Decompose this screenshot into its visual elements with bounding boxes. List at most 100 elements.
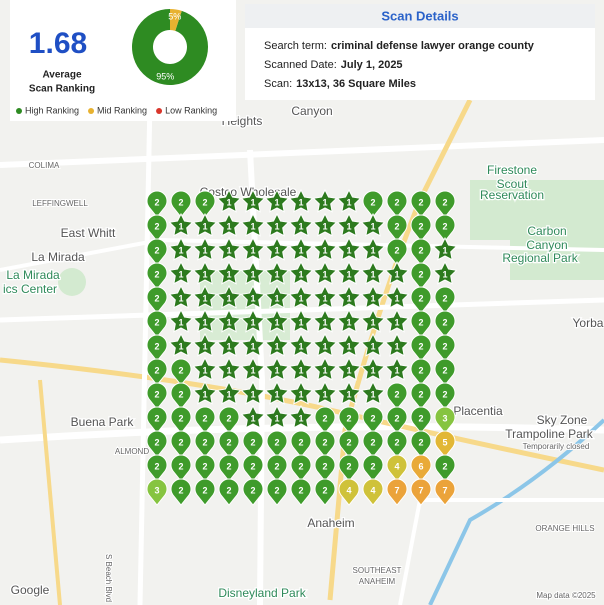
- rank-pin: [290, 478, 312, 506]
- average-score: 1.68: [29, 27, 87, 60]
- pie-label: 95%: [156, 71, 174, 81]
- rank-label: 2: [418, 269, 423, 279]
- rank-pin: [386, 454, 408, 482]
- rank-pin: [168, 212, 194, 237]
- rank-label: 2: [178, 437, 183, 447]
- rank-label: 2: [442, 293, 447, 303]
- rank-label: 1: [178, 245, 183, 255]
- rank-pin: [170, 190, 192, 218]
- rank-label: 2: [322, 461, 327, 471]
- rank-label: 1: [322, 269, 327, 279]
- rank-label: 1: [298, 413, 303, 423]
- rank-pin: [410, 238, 432, 266]
- rank-pin: [240, 284, 266, 309]
- rank-pin: [264, 188, 290, 213]
- rank-pin: [410, 454, 432, 482]
- map-label: Scout: [497, 177, 528, 191]
- rank-label: 2: [274, 437, 279, 447]
- rank-pin: [170, 430, 192, 458]
- rank-label: 2: [418, 437, 423, 447]
- map-label: East Whitt: [61, 226, 116, 240]
- rank-label: 2: [202, 485, 207, 495]
- rank-pin: [384, 308, 410, 333]
- rank-label: 1: [394, 365, 399, 375]
- rank-label: 2: [394, 221, 399, 231]
- rank-pin: [410, 334, 432, 362]
- map-label: LEFFINGWELL: [32, 199, 88, 208]
- rank-label: 1: [226, 365, 231, 375]
- rank-pin: [192, 212, 218, 237]
- rank-pin: [434, 190, 456, 218]
- rank-pin: [386, 478, 408, 506]
- detail-label: Search term:: [264, 40, 327, 52]
- rank-pin: [288, 380, 314, 405]
- map-label: Regional Park: [502, 251, 578, 265]
- map-label: Reservation: [480, 188, 544, 202]
- rank-label: 2: [418, 245, 423, 255]
- rank-pin: [146, 238, 168, 266]
- rank-label: 1: [442, 245, 447, 255]
- rank-label: 1: [274, 269, 279, 279]
- rank-pin: [434, 334, 456, 362]
- rank-label: 2: [178, 485, 183, 495]
- rank-pin: [240, 356, 266, 381]
- rank-pin: [264, 212, 290, 237]
- rank-label: 1: [442, 269, 447, 279]
- rank-pin: [312, 308, 338, 333]
- rank-pin: [242, 478, 264, 506]
- rank-label: 2: [226, 437, 231, 447]
- map-label: COLIMA: [29, 161, 60, 170]
- rank-pin: [384, 356, 410, 381]
- map-label: Placentia: [453, 404, 503, 418]
- rank-pin: [170, 358, 192, 386]
- rank-label: 7: [394, 485, 399, 495]
- rank-label: 2: [442, 461, 447, 471]
- rank-label: 1: [346, 221, 351, 231]
- rank-label: 2: [250, 485, 255, 495]
- rank-label: 1: [178, 269, 183, 279]
- map-label: Trampoline Park: [505, 427, 594, 441]
- rank-label: 1: [274, 293, 279, 303]
- rank-label: 2: [154, 245, 159, 255]
- rank-pin: [146, 406, 168, 434]
- map-label: Sky Zone: [537, 413, 588, 427]
- rank-label: 2: [394, 389, 399, 399]
- rank-label: 1: [274, 221, 279, 231]
- rank-label: 2: [370, 461, 375, 471]
- rank-label: 2: [226, 461, 231, 471]
- map-label: Anaheim: [307, 516, 354, 530]
- rank-pin: [194, 454, 216, 482]
- rank-label: 1: [226, 341, 231, 351]
- map-label: Firestone: [487, 163, 537, 177]
- rank-label: 1: [298, 245, 303, 255]
- rank-label: 2: [394, 413, 399, 423]
- rank-pin: [242, 454, 264, 482]
- map-label: Buena Park: [71, 415, 135, 429]
- rank-label: 1: [370, 221, 375, 231]
- rank-label: 1: [298, 269, 303, 279]
- rank-label: 2: [250, 461, 255, 471]
- rank-label: 1: [226, 317, 231, 327]
- rank-pin: [194, 190, 216, 218]
- rank-label: 1: [370, 317, 375, 327]
- rank-label: 1: [250, 293, 255, 303]
- rank-pin: [146, 310, 168, 338]
- rank-pin: [312, 260, 338, 285]
- rank-pin: [168, 236, 194, 261]
- rank-pin: [192, 380, 218, 405]
- rank-label: 2: [226, 485, 231, 495]
- rank-pin: [146, 286, 168, 314]
- rank-label: 1: [226, 197, 231, 207]
- rank-pin: [264, 404, 290, 429]
- rank-label: 2: [442, 221, 447, 231]
- rank-label: 2: [202, 413, 207, 423]
- map-label: Google: [11, 583, 50, 597]
- rank-label: 2: [346, 437, 351, 447]
- rank-label: 1: [346, 197, 351, 207]
- rank-label: 1: [298, 293, 303, 303]
- rank-pin: [216, 236, 242, 261]
- rank-pin: [288, 260, 314, 285]
- rank-pin: [264, 380, 290, 405]
- rank-label: 1: [250, 269, 255, 279]
- detail-value: criminal defense lawyer orange county: [331, 40, 535, 52]
